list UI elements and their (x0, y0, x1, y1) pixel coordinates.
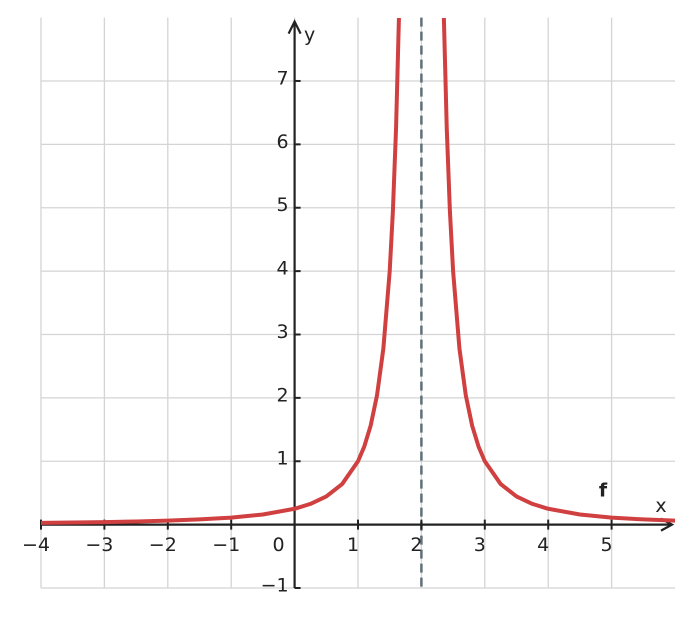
y-tick-label: 6 (277, 131, 289, 153)
legend-label: f (599, 480, 608, 502)
y-tick-label: 3 (277, 321, 289, 343)
y-tick-label: −1 (261, 575, 289, 597)
y-axis-arrow (287, 19, 302, 35)
x-tick-label: −1 (212, 534, 240, 556)
x-tick-label: −4 (22, 534, 50, 556)
x-tick-label: 3 (474, 534, 486, 556)
y-tick-label: 7 (277, 67, 289, 89)
y-tick-label: 2 (277, 384, 289, 406)
plot-area (40, 18, 676, 525)
y-tick-label: 4 (277, 258, 289, 280)
x-tick-label: 4 (537, 534, 549, 556)
x-tick-label: 5 (601, 534, 613, 556)
y-tick-label: 5 (277, 194, 289, 216)
function-curve (40, 18, 676, 525)
x-axis-label: x (655, 495, 666, 517)
x-tick-label: −2 (149, 534, 177, 556)
y-axis-label: y (304, 24, 315, 46)
x-tick-label: 2 (410, 534, 422, 556)
x-tick-label: 0 (273, 534, 285, 556)
x-tick-label: 1 (347, 534, 359, 556)
y-tick-label: 1 (277, 448, 289, 470)
x-tick-label: −3 (85, 534, 113, 556)
